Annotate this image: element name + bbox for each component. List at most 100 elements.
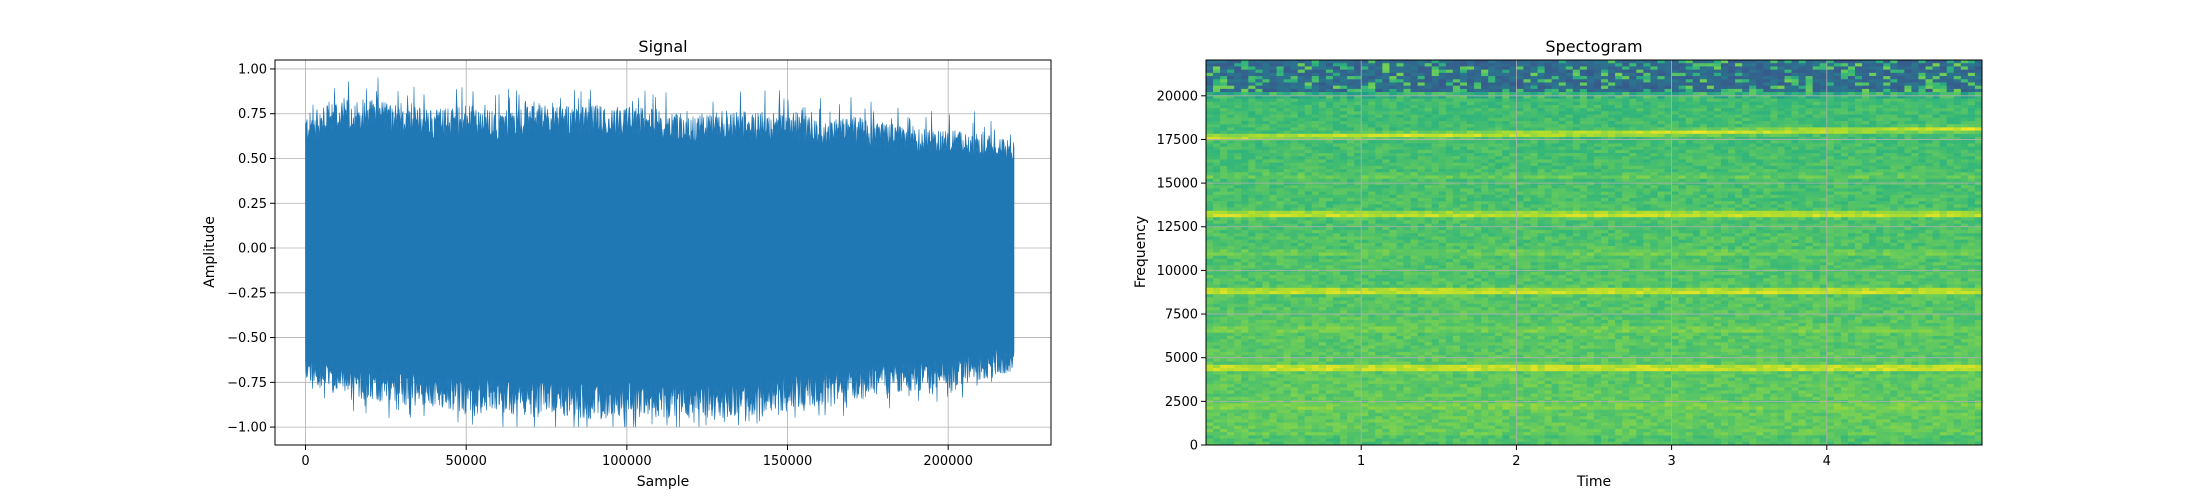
- spectrogram-cell: [1396, 149, 1405, 154]
- spectrogram-cell: [1347, 146, 1355, 151]
- spectrogram-cell: [1206, 249, 1214, 254]
- spectrogram-cell: [1325, 303, 1334, 308]
- spectrogram-cell: [1234, 175, 1242, 180]
- spectrogram-cell: [1290, 95, 1299, 100]
- spectrogram-cell: [1304, 88, 1313, 93]
- spectrogram-cell: [1424, 66, 1433, 71]
- spectrogram-cell: [1276, 274, 1285, 279]
- spectrogram-cell: [1382, 185, 1391, 189]
- spectrogram-cell: [1382, 435, 1391, 440]
- spectrogram-cell: [1290, 130, 1299, 135]
- spectrogram-cell: [1445, 236, 1454, 241]
- spectrogram-cell: [1241, 377, 1249, 382]
- spectrogram-cell: [1410, 441, 1419, 445]
- spectrogram-cell: [1213, 287, 1221, 292]
- spectrogram-cell: [1248, 82, 1256, 87]
- spectrogram-cell: [1213, 63, 1221, 68]
- spectrogram-cell: [1241, 149, 1249, 154]
- spectrogram-cell: [1375, 137, 1383, 141]
- spectrogram-cell: [1368, 165, 1376, 170]
- spectrogram-cell: [1227, 117, 1235, 122]
- spectrogram-cell: [1332, 332, 1341, 337]
- spectrogram-cell: [1396, 416, 1405, 420]
- spectrogram-cell: [1375, 124, 1383, 128]
- spectrogram-cell: [1445, 307, 1454, 311]
- spectrogram-cell: [1389, 297, 1398, 302]
- spectrogram-cell: [1354, 181, 1362, 186]
- spectrogram-cell: [1396, 368, 1405, 372]
- spectrogram-cell: [1361, 201, 1369, 205]
- spectrogram-cell: [1227, 133, 1235, 138]
- spectrogram-cell: [1332, 69, 1341, 74]
- spectrogram-cell: [1248, 185, 1256, 189]
- spectrogram-cell: [1311, 364, 1320, 369]
- spectrogram-cell: [1382, 230, 1391, 234]
- spectrogram-cell: [1389, 396, 1398, 401]
- spectrogram-cell: [1410, 390, 1419, 395]
- spectrogram-cell: [1340, 146, 1348, 151]
- spectrogram-cell: [1255, 390, 1264, 395]
- spectrogram-cell: [1347, 137, 1355, 141]
- spectrogram-cell: [1234, 368, 1242, 372]
- spectrogram-cell: [1241, 428, 1249, 433]
- spectrogram-cell: [1382, 361, 1391, 366]
- spectrogram-cell: [1375, 178, 1383, 183]
- spectrogram-cell: [1396, 153, 1405, 157]
- spectrogram-cell: [1438, 217, 1447, 222]
- spectrogram-cell: [1431, 406, 1440, 411]
- spectrogram-cell: [1361, 274, 1369, 279]
- spectrogram-cell: [1424, 384, 1433, 388]
- spectrogram-cell: [1445, 313, 1454, 318]
- spectrogram-cell: [1389, 300, 1398, 305]
- spectrogram-cell: [1283, 332, 1292, 337]
- spectrogram-cell: [1248, 281, 1256, 286]
- spectrogram-cell: [1332, 287, 1341, 292]
- spectrogram-cell: [1424, 130, 1433, 135]
- spectrogram-cell: [1325, 416, 1334, 420]
- spectrogram-cell: [1241, 242, 1249, 247]
- spectrogram-cell: [1234, 335, 1242, 340]
- spectrogram-cell: [1389, 194, 1398, 199]
- spectrogram-cell: [1283, 377, 1292, 382]
- spectrogram-cell: [1332, 316, 1341, 321]
- spectrogram-cell: [1375, 329, 1383, 334]
- spectrogram-cell: [1269, 278, 1278, 282]
- spectrogram-cell: [1255, 156, 1264, 161]
- spectrogram-cell: [1220, 246, 1228, 250]
- spectrogram-cell: [1269, 294, 1278, 299]
- spectrogram-cell: [1276, 351, 1285, 356]
- spectrogram-cell: [1354, 258, 1362, 263]
- spectrogram-cell: [1255, 271, 1264, 276]
- spectrogram-cell: [1269, 76, 1278, 80]
- spectrogram-cell: [1213, 181, 1221, 186]
- spectrogram-cell: [1340, 351, 1348, 356]
- spectrogram-cell: [1255, 191, 1264, 196]
- spectrogram-cell: [1206, 226, 1214, 231]
- spectrogram-cell: [1382, 201, 1391, 205]
- spectrogram-cell: [1417, 210, 1426, 215]
- spectrogram-cell: [1297, 351, 1306, 356]
- spectrogram-cell: [1269, 60, 1278, 64]
- spectrogram-cell: [1410, 214, 1419, 218]
- spectrogram-cell: [1318, 175, 1327, 180]
- spectrogram-cell: [1375, 76, 1383, 80]
- spectrogram-cell: [1220, 153, 1228, 157]
- spectrogram-cell: [1255, 400, 1264, 404]
- spectrogram-cell: [1375, 409, 1383, 414]
- spectrogram-cell: [1438, 236, 1447, 241]
- spectrogram-cell: [1332, 307, 1341, 311]
- spectrogram-cell: [1368, 345, 1376, 350]
- spectrogram-cell: [1276, 124, 1285, 128]
- spectrogram-cell: [1438, 127, 1447, 132]
- spectrogram-cell: [1396, 377, 1405, 382]
- spectrogram-cell: [1290, 233, 1299, 238]
- spectrogram-cell: [1361, 364, 1369, 369]
- spectrogram-cell: [1424, 400, 1433, 404]
- spectrogram-cell: [1213, 101, 1221, 106]
- signal-x-tick-label: 100000: [602, 454, 652, 469]
- spectrogram-cell: [1248, 419, 1256, 424]
- spectrogram-cell: [1354, 178, 1362, 183]
- spectrogram-cell: [1424, 165, 1433, 170]
- spectrogram-cell: [1325, 120, 1334, 125]
- spectrogram-cell: [1382, 101, 1391, 106]
